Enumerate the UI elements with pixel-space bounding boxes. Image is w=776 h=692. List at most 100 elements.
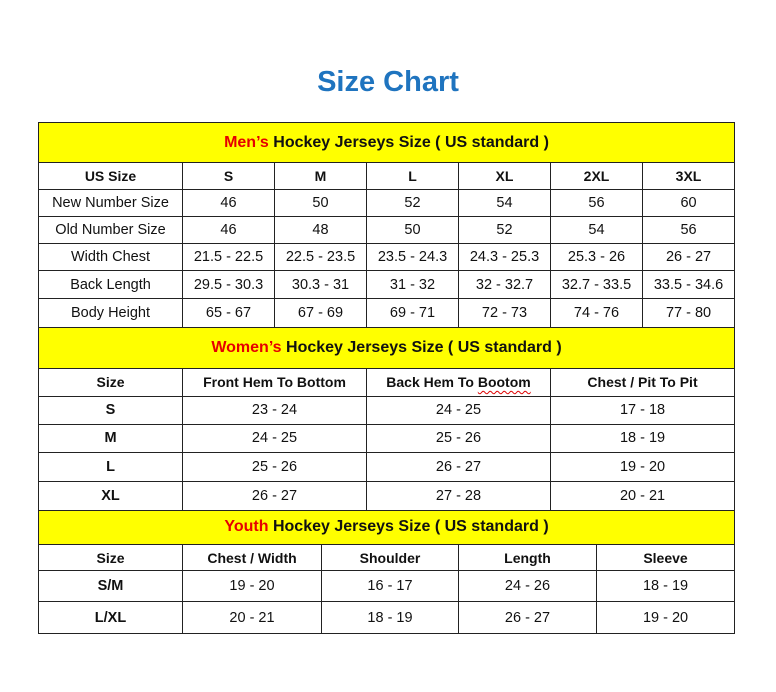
row-label: S/M — [38, 570, 183, 602]
table-row: New Number Size 46 50 52 54 56 60 — [38, 189, 736, 217]
table-cell: 56 — [641, 216, 736, 244]
header-row: Size Chest / Width Shoulder Length Sleeve — [38, 544, 736, 571]
table-cell: 48 — [274, 216, 367, 244]
table-cell: 19 - 20 — [595, 601, 736, 634]
womens-title-rest: Hockey Jerseys Size ( US standard ) — [281, 338, 562, 356]
table-cell: 30.3 - 31 — [274, 270, 367, 299]
header-row: Size Front Hem To Bottom Back Hem To Booto… — [38, 368, 736, 397]
column-header: Size — [38, 544, 183, 571]
table-cell: 52 — [366, 189, 459, 217]
table-cell: 60 — [641, 189, 736, 217]
table-cell: 26 - 27 — [366, 452, 551, 482]
table-cell: 24.3 - 25.3 — [458, 243, 551, 271]
table-cell: 67 - 69 — [274, 298, 367, 328]
table-cell: 50 — [366, 216, 459, 244]
youth-table: Youth Hockey Jerseys Size ( US standard … — [37, 510, 736, 634]
womens-highlight: Women’s — [211, 338, 282, 356]
table-cell: 72 - 73 — [458, 298, 551, 328]
table-cell: 27 - 28 — [366, 481, 551, 511]
column-header: Length — [458, 544, 597, 571]
table-cell: 54 — [550, 216, 643, 244]
table-cell: 24 - 26 — [458, 570, 597, 602]
row-label: Old Number Size — [38, 216, 183, 244]
youth-title-rest: Hockey Jerseys Size ( US standard ) — [268, 518, 549, 536]
table-cell: 52 — [458, 216, 551, 244]
column-header: S — [182, 162, 275, 190]
column-header: Front Hem To Bottom — [182, 368, 367, 397]
column-header: Back Hem To Bootom — [366, 368, 551, 397]
table-cell: 20 - 21 — [549, 481, 736, 511]
column-header: Sleeve — [595, 544, 736, 571]
spellcheck-word: Bootom — [477, 374, 531, 390]
page-title: Size Chart — [317, 66, 459, 98]
row-label: New Number Size — [38, 189, 183, 217]
table-row: Body Height 65 - 67 67 - 69 69 - 71 72 - 73 7… — [38, 298, 736, 328]
row-label: L — [38, 452, 183, 482]
table-cell: 18 - 19 — [595, 570, 736, 602]
table-row: Back Length 29.5 - 30.3 30.3 - 31 31 - 32 32… — [38, 270, 736, 299]
table-cell: 17 - 18 — [549, 396, 736, 425]
table-cell: 65 - 67 — [182, 298, 275, 328]
column-header: Size — [38, 368, 183, 397]
table-cell: 26 - 27 — [458, 601, 597, 634]
table-cell: 25 - 26 — [182, 452, 367, 482]
mens-section-title: Men’s Hockey Jerseys Size ( US standard … — [37, 122, 736, 163]
table-cell: 46 — [182, 189, 275, 217]
column-header: XL — [458, 162, 551, 190]
table-cell: 19 - 20 — [549, 452, 736, 482]
row-label: S — [38, 396, 183, 425]
table-cell: 50 — [274, 189, 367, 217]
size-chart: Men’s Hockey Jerseys Size ( US standard … — [37, 122, 736, 634]
table-row: S 23 - 24 24 - 25 17 - 18 — [38, 396, 736, 425]
mens-highlight: Men’s — [224, 133, 269, 151]
row-label: Body Height — [38, 298, 183, 328]
table-cell: 18 - 19 — [321, 601, 459, 634]
table-cell: 24 - 25 — [182, 424, 367, 453]
table-cell: 56 — [550, 189, 643, 217]
table-cell: 26 - 27 — [641, 243, 736, 271]
column-header: US Size — [38, 162, 183, 190]
column-header: Chest / Pit To Pit — [549, 368, 736, 397]
table-cell: 21.5 - 22.5 — [182, 243, 275, 271]
table-cell: 25 - 26 — [366, 424, 551, 453]
column-header: Chest / Width — [182, 544, 322, 571]
table-cell: 29.5 - 30.3 — [182, 270, 275, 299]
column-header: L — [366, 162, 459, 190]
table-row: L/XL 20 - 21 18 - 19 26 - 27 19 - 20 — [38, 601, 736, 634]
column-header: M — [274, 162, 367, 190]
row-label: L/XL — [38, 601, 183, 634]
table-cell: 46 — [182, 216, 275, 244]
table-row: Old Number Size 46 48 50 52 54 56 — [38, 216, 736, 244]
table-row: Width Chest 21.5 - 22.5 22.5 - 23.5 23.5 - … — [38, 243, 736, 271]
table-cell: 23.5 - 24.3 — [366, 243, 459, 271]
youth-highlight: Youth — [224, 518, 269, 536]
column-header: Shoulder — [321, 544, 459, 571]
table-cell: 24 - 25 — [366, 396, 551, 425]
column-header: 3XL — [641, 162, 736, 190]
mens-title-rest: Hockey Jerseys Size ( US standard ) — [268, 133, 549, 151]
table-cell: 26 - 27 — [182, 481, 367, 511]
table-row: XL 26 - 27 27 - 28 20 - 21 — [38, 481, 736, 511]
table-cell: 20 - 21 — [182, 601, 322, 634]
table-cell: 19 - 20 — [182, 570, 322, 602]
table-cell: 18 - 19 — [549, 424, 736, 453]
table-cell: 16 - 17 — [321, 570, 459, 602]
mens-table: Men’s Hockey Jerseys Size ( US standard … — [37, 122, 736, 328]
column-header: 2XL — [550, 162, 643, 190]
table-cell: 23 - 24 — [182, 396, 367, 425]
womens-table: Women’s Hockey Jerseys Size ( US standar… — [37, 328, 736, 511]
table-cell: 31 - 32 — [366, 270, 459, 299]
table-cell: 25.3 - 26 — [550, 243, 643, 271]
table-cell: 32 - 32.7 — [458, 270, 551, 299]
table-cell: 54 — [458, 189, 551, 217]
row-label: Back Length — [38, 270, 183, 299]
womens-section-title: Women’s Hockey Jerseys Size ( US standar… — [37, 328, 736, 369]
table-row: L 25 - 26 26 - 27 19 - 20 — [38, 452, 736, 482]
table-cell: 22.5 - 23.5 — [274, 243, 367, 271]
table-cell: 33.5 - 34.6 — [641, 270, 736, 299]
table-cell: 32.7 - 33.5 — [550, 270, 643, 299]
row-label: M — [38, 424, 183, 453]
table-cell: 69 - 71 — [366, 298, 459, 328]
youth-section-title: Youth Hockey Jerseys Size ( US standard … — [37, 510, 736, 545]
table-cell: 77 - 80 — [641, 298, 736, 328]
